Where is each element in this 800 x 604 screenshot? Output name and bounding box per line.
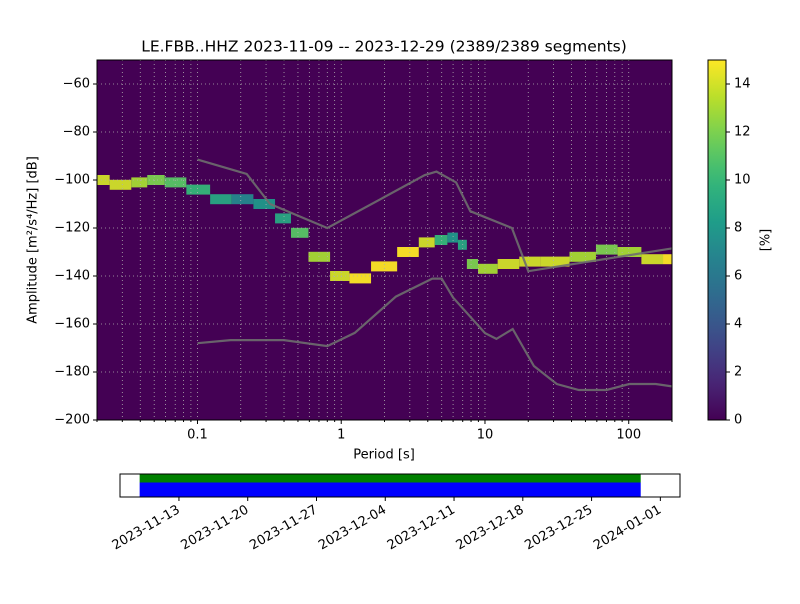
coverage-span: [139, 474, 641, 483]
heatmap-cell: [540, 256, 570, 267]
heatmap-cell: [131, 177, 148, 188]
y-axis-label: Amplitude [m²/s⁴/Hz] [dB]: [26, 156, 41, 324]
heatmap: [97, 175, 672, 284]
y-tick-label: −140: [54, 269, 90, 284]
heatmap-cell: [330, 271, 350, 281]
x-tick-label: 2023-11-13: [110, 503, 183, 554]
heatmap-cell: [497, 259, 520, 269]
colorbar: [707, 59, 727, 421]
x-tick-label: 2023-11-20: [179, 503, 252, 554]
x-tick-label: 2023-12-04: [316, 503, 389, 554]
heatmap-cell: [186, 184, 211, 195]
heatmap-cell: [617, 247, 642, 257]
heatmap-cell: [290, 227, 309, 238]
x-tick-label: 1: [337, 428, 345, 443]
heatmap-cell: [275, 213, 291, 224]
heatmap-cell: [595, 244, 618, 255]
heatmap-cell: [466, 259, 479, 269]
noise-model-line: [197, 277, 672, 392]
heatmap-cell: [97, 175, 110, 185]
heatmap-cell: [109, 179, 132, 190]
y-tick-label: −100: [54, 173, 90, 188]
heatmap-cell: [147, 175, 165, 185]
heatmap-cell: [447, 232, 458, 243]
colorbar-label: [%]: [759, 229, 774, 252]
colorbar-tick-label: 8: [734, 221, 742, 236]
heatmap-cell: [349, 273, 372, 284]
colorbar-tick-label: 2: [734, 365, 742, 380]
y-tick-label: −60: [63, 77, 90, 92]
heatmap-cell: [478, 263, 498, 274]
colorbar-tick-label: 10: [734, 173, 751, 188]
colorbar-tick-label: 6: [734, 269, 742, 284]
coverage-span: [139, 482, 641, 497]
x-tick-label: 2023-11-27: [247, 503, 320, 554]
heatmap-cell: [434, 235, 448, 245]
y-tick-label: −200: [54, 413, 90, 428]
y-tick-label: −180: [54, 365, 90, 380]
timeline-frame: [119, 473, 681, 498]
x-tick-label: 2023-12-18: [454, 503, 527, 554]
x-tick-label: 2023-12-11: [385, 503, 458, 554]
colorbar-tick-label: 4: [734, 317, 742, 332]
noise-model-line: [197, 158, 672, 273]
y-tick-label: −160: [54, 317, 90, 332]
heatmap-cell: [231, 194, 254, 205]
x-tick-label: 10: [477, 428, 494, 443]
heatmap-cell: [253, 199, 276, 209]
heatmap-cell: [164, 177, 187, 188]
heatmap-cell: [418, 237, 435, 248]
heatmap-cell: [569, 251, 596, 262]
x-tick-label: 100: [616, 428, 641, 443]
x-tick-label: 2023-12-25: [522, 503, 595, 554]
heatmap-cell: [663, 254, 672, 265]
heatmap-cell: [641, 254, 664, 265]
x-axis-label: Period [s]: [353, 448, 415, 463]
colorbar-tick-label: 0: [734, 413, 742, 428]
y-tick-label: −80: [63, 125, 90, 140]
heatmap-cell: [519, 256, 541, 267]
heatmap-cell: [371, 261, 398, 272]
heatmap-cell: [397, 247, 419, 257]
y-tick-label: −120: [54, 221, 90, 236]
colorbar-tick-label: 12: [734, 125, 751, 140]
x-tick-label: 2024-01-01: [591, 503, 664, 554]
chart-title: LE.FBB..HHZ 2023-11-09 -- 2023-12-29 (23…: [141, 38, 627, 56]
colorbar-tick-label: 14: [734, 77, 751, 92]
x-tick-label: 0.1: [187, 428, 208, 443]
heatmap-cell: [210, 194, 232, 205]
